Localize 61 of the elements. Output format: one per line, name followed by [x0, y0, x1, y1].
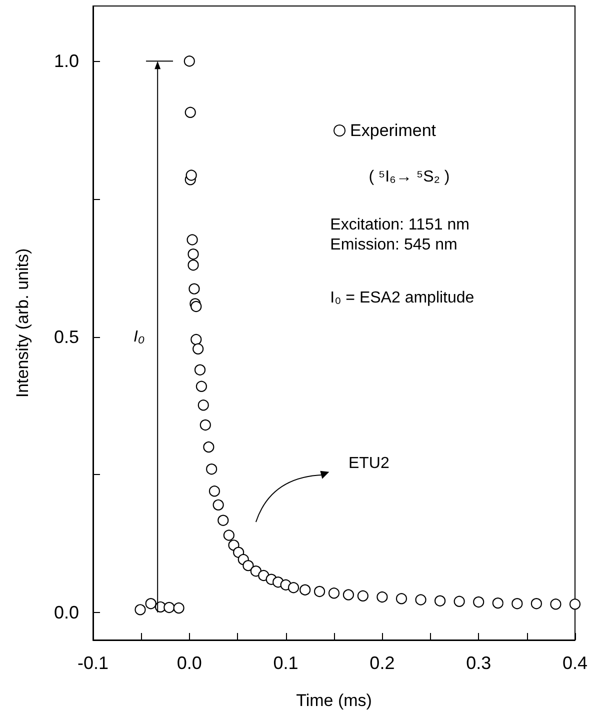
- point: [300, 584, 311, 596]
- point: [415, 594, 426, 606]
- point: [186, 170, 197, 181]
- point: [218, 514, 229, 526]
- point: [208, 486, 220, 497]
- annotation: Excitation: 1151 nm Emission: 545 nm: [330, 216, 470, 254]
- point: [473, 596, 484, 608]
- point: [492, 598, 504, 609]
- point: [434, 595, 446, 606]
- point: [250, 566, 262, 577]
- point: [190, 334, 202, 346]
- point: [188, 248, 199, 260]
- legend-label: Experiment: [350, 121, 436, 140]
- x-tick-label: 0.0: [176, 653, 202, 673]
- point: [242, 560, 254, 572]
- point: [173, 602, 184, 614]
- point: [164, 602, 175, 614]
- y-tick-label: 0.5: [54, 326, 79, 347]
- point: [134, 604, 146, 616]
- x-tick-label: 0.4: [562, 653, 588, 673]
- point: [184, 56, 195, 67]
- point: [186, 234, 198, 246]
- x-axis-title: Time (ms): [296, 691, 372, 710]
- y-axis-title: Intensity (arb. units): [13, 248, 32, 398]
- point: [342, 589, 354, 600]
- x-tick-label: 0.2: [370, 653, 395, 673]
- point: [258, 570, 270, 582]
- point: [196, 380, 207, 392]
- point: [357, 590, 368, 602]
- point: [198, 400, 209, 411]
- point: [190, 300, 202, 312]
- y-tick-label: 1.0: [54, 51, 79, 72]
- point: [512, 598, 523, 610]
- point: [223, 530, 234, 541]
- annotation: ETU2: [348, 455, 390, 472]
- point: [396, 593, 408, 604]
- point: [192, 343, 204, 354]
- point: [569, 598, 581, 610]
- point: [188, 283, 200, 294]
- point: [328, 588, 340, 599]
- point: [212, 499, 224, 510]
- annotation: ( ⁵I₆→ ⁵S₂ ): [368, 168, 450, 186]
- point: [184, 106, 196, 118]
- point: [203, 441, 214, 453]
- point: [454, 596, 465, 607]
- point: [530, 598, 542, 610]
- point: [314, 586, 326, 598]
- x-tick-label: 0.1: [273, 653, 298, 673]
- annotation: I₀ = ESA2 amplitude: [330, 290, 474, 307]
- point: [550, 598, 562, 610]
- point: [194, 364, 206, 376]
- y-tick-label: 0.0: [54, 602, 79, 622]
- x-tick-label: 0.3: [466, 653, 492, 673]
- annotation: I₀: [133, 328, 145, 346]
- x-tick-label: -0.1: [77, 653, 109, 673]
- point: [145, 598, 156, 610]
- point: [206, 464, 218, 475]
- point: [376, 591, 388, 603]
- point: [200, 419, 211, 431]
- point: [188, 260, 199, 271]
- point: [288, 582, 300, 594]
